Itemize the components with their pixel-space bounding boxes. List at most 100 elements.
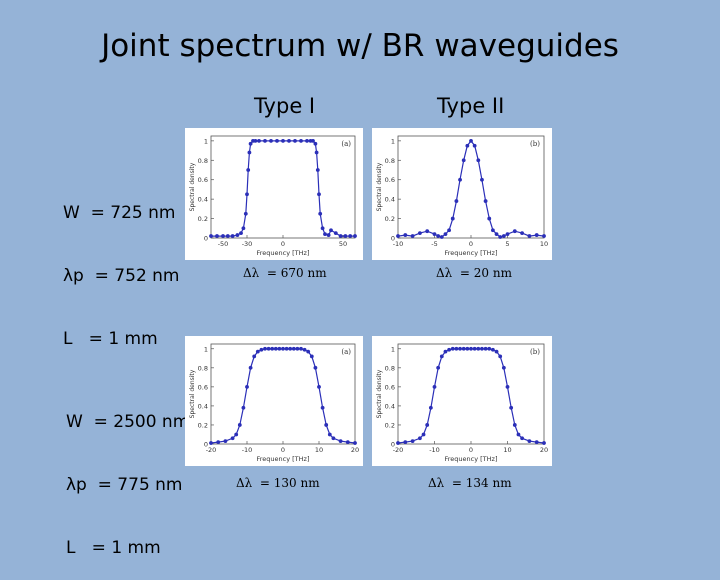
data-point xyxy=(516,432,521,437)
data-point xyxy=(247,150,252,155)
data-point xyxy=(255,349,260,354)
data-point xyxy=(299,346,303,351)
series-line xyxy=(211,140,355,237)
y-tick-label: 0.8 xyxy=(198,364,208,372)
data-point xyxy=(454,199,459,203)
data-point xyxy=(520,436,524,441)
data-point xyxy=(343,234,348,238)
x-tick-label: -10 xyxy=(393,240,404,248)
bandwidth-caption: Δλ = 134 nm xyxy=(428,476,512,490)
data-point xyxy=(252,354,257,359)
slide-title: Joint spectrum w/ BR waveguides xyxy=(101,28,619,64)
x-axis-label: Frequency [THz] xyxy=(257,455,310,463)
y-tick-label: 0.6 xyxy=(198,383,208,391)
data-point xyxy=(469,138,473,143)
data-point xyxy=(225,234,230,238)
y-tick-label: 0.6 xyxy=(198,176,208,184)
data-point xyxy=(465,346,470,351)
data-point xyxy=(245,192,249,197)
data-point xyxy=(461,346,466,351)
data-point xyxy=(396,441,400,445)
data-point xyxy=(476,346,481,351)
data-point xyxy=(403,233,408,237)
y-tick-label: 0.4 xyxy=(385,402,395,410)
y-axis-label: Spectral density xyxy=(189,162,196,211)
data-point xyxy=(487,216,492,221)
data-point xyxy=(329,228,333,233)
data-point xyxy=(327,432,332,437)
data-point xyxy=(338,439,343,444)
data-point xyxy=(396,234,400,238)
data-point xyxy=(315,168,320,172)
series-line xyxy=(397,348,545,444)
y-tick-label: 0.4 xyxy=(198,196,208,204)
data-point xyxy=(293,138,297,143)
data-point xyxy=(542,441,546,445)
bandwidth-caption: Δλ = 130 nm xyxy=(236,476,320,490)
data-point xyxy=(447,228,451,233)
data-point xyxy=(235,233,240,237)
data-point xyxy=(527,439,532,444)
data-point xyxy=(331,436,336,441)
data-point xyxy=(436,365,441,370)
y-tick-label: 0.2 xyxy=(385,421,395,429)
data-point xyxy=(326,233,331,237)
data-point xyxy=(246,168,251,172)
data-point xyxy=(418,436,422,441)
spectrum-chart-type2-narrow: 0 0.2 0.4 0.6 0.8 1 -10 -5 0 5 10 Frequency [THz] Sp… xyxy=(376,135,548,257)
chart-panel-4: 0 0.2 0.4 0.6 0.8 1 -20 -10 0 10 20 Frequency [THz]… xyxy=(372,336,552,466)
data-point xyxy=(333,231,338,236)
data-point xyxy=(472,143,477,148)
data-point xyxy=(491,347,495,352)
x-tick-label: -5 xyxy=(431,240,437,248)
data-point xyxy=(410,439,415,444)
data-point xyxy=(230,436,235,441)
x-tick-label: -10 xyxy=(242,446,253,454)
data-point xyxy=(248,141,253,146)
panel-label: (a) xyxy=(341,348,351,356)
x-tick-label: -10 xyxy=(429,446,440,454)
data-point xyxy=(209,234,213,238)
data-point xyxy=(259,347,264,352)
data-point xyxy=(221,234,225,238)
data-point xyxy=(450,216,455,221)
data-point xyxy=(494,232,499,237)
data-point xyxy=(472,346,477,351)
x-tick-label: -50 xyxy=(218,240,229,248)
data-point xyxy=(302,347,307,352)
chart-panel-3: 0 0.2 0.4 0.6 0.8 1 -20 -10 0 10 20 Frequency [THz]… xyxy=(185,336,363,466)
data-point xyxy=(281,346,285,351)
x-axis-label: Frequency [THz] xyxy=(445,455,498,463)
x-tick-label: 10 xyxy=(315,446,323,454)
data-point xyxy=(305,138,309,143)
data-point xyxy=(421,432,426,437)
data-point xyxy=(527,234,532,238)
bandwidth-caption: Δλ = 20 nm xyxy=(436,266,512,280)
data-point xyxy=(318,211,323,216)
data-point xyxy=(498,354,503,359)
data-point xyxy=(469,346,473,351)
data-point xyxy=(450,346,455,351)
data-point xyxy=(494,349,499,354)
data-point xyxy=(275,138,279,143)
y-tick-label: 0 xyxy=(204,235,208,243)
data-point xyxy=(447,347,451,352)
row-1-parameters: W = 725 nm λp = 752 nm L = 1 mm xyxy=(63,161,180,371)
y-axis-label: Spectral density xyxy=(189,369,196,418)
data-point xyxy=(284,346,289,351)
data-point xyxy=(216,440,221,444)
data-point xyxy=(458,177,462,182)
data-point xyxy=(353,441,357,445)
chart-panel-1: 0 0.2 0.4 0.6 0.8 1 -50 -30 0 50 Frequency [THz] Sp… xyxy=(185,128,363,260)
data-point xyxy=(480,177,484,182)
plot-frame xyxy=(397,135,545,239)
data-point xyxy=(501,365,506,370)
y-tick-label: 0.2 xyxy=(198,215,208,223)
data-point xyxy=(483,346,488,351)
data-point xyxy=(454,346,459,351)
chart-panel-2: 0 0.2 0.4 0.6 0.8 1 -10 -5 0 5 10 Frequency [THz] Sp… xyxy=(372,128,552,260)
param-line: W = 725 nm xyxy=(63,203,176,223)
param-line: L = 1 mm xyxy=(66,538,161,558)
panel-label: (a) xyxy=(341,140,351,148)
y-tick-label: 0.8 xyxy=(385,364,395,372)
